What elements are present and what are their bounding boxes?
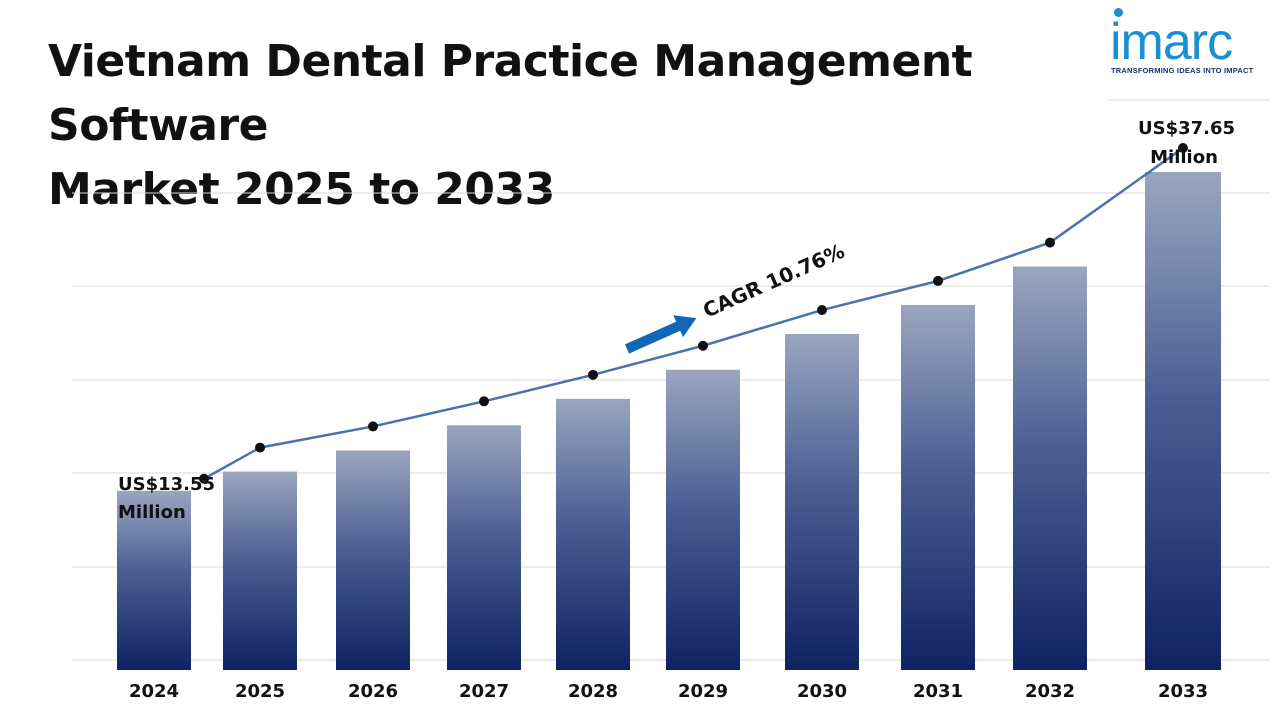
x-tick-label: 2030	[797, 681, 847, 702]
bar-2024	[117, 490, 191, 670]
trend-marker-2025	[255, 442, 265, 453]
trend-line	[199, 143, 1188, 484]
bar-2027	[447, 425, 521, 670]
bars	[117, 172, 1221, 670]
bar-2032	[1013, 266, 1087, 670]
end-value-label-unit: Million	[1150, 147, 1218, 168]
imarc-logo: imarc TRANSFORMING IDEAS INTO IMPACT	[1108, 4, 1276, 80]
bar-2025	[223, 471, 297, 670]
x-tick-label: 2024	[129, 681, 179, 702]
trend-marker-2024	[199, 473, 209, 484]
trend-marker-2027	[479, 396, 489, 407]
start-value-label-value: US$13.55	[118, 474, 215, 495]
logo-tagline: TRANSFORMING IDEAS INTO IMPACT	[1111, 66, 1254, 75]
trend-marker-2028	[588, 369, 598, 380]
trend-marker-2033	[1178, 143, 1188, 153]
start-value-label-unit: Million	[118, 502, 186, 523]
trend-marker-2030	[817, 305, 827, 316]
chart-title: Vietnam Dental Practice Management Softw…	[48, 30, 1108, 222]
trend-marker-2026	[368, 421, 378, 432]
x-tick-label: 2031	[913, 681, 963, 702]
chart-title-line-2: Market 2025 to 2033	[48, 164, 555, 215]
bar-2033	[1145, 172, 1221, 670]
bar-2031	[901, 304, 975, 670]
logo-wordmark: imarc	[1110, 13, 1233, 71]
trend-line-path	[203, 146, 1184, 480]
trend-marker-2031	[933, 275, 943, 286]
bar-2026	[336, 450, 410, 670]
x-tick-label: 2027	[459, 681, 509, 702]
x-tick-label: 2033	[1158, 681, 1208, 702]
x-tick-label: 2032	[1025, 681, 1075, 702]
end-value-label-value: US$37.65	[1138, 118, 1235, 139]
x-tick-label: 2026	[348, 681, 398, 702]
bar-2029	[666, 369, 740, 670]
cagr-arrow-icon	[624, 315, 697, 354]
x-tick-label: 2029	[678, 681, 728, 702]
chart-title-line-1: Vietnam Dental Practice Management Softw…	[48, 36, 973, 151]
bar-2030	[785, 334, 859, 670]
bar-2028	[556, 398, 630, 670]
logo-dot-icon	[1114, 8, 1123, 17]
trend-marker-2032	[1045, 237, 1055, 248]
trend-marker-2029	[698, 340, 708, 351]
x-tick-label: 2028	[568, 681, 618, 702]
x-tick-label: 2025	[235, 681, 285, 702]
